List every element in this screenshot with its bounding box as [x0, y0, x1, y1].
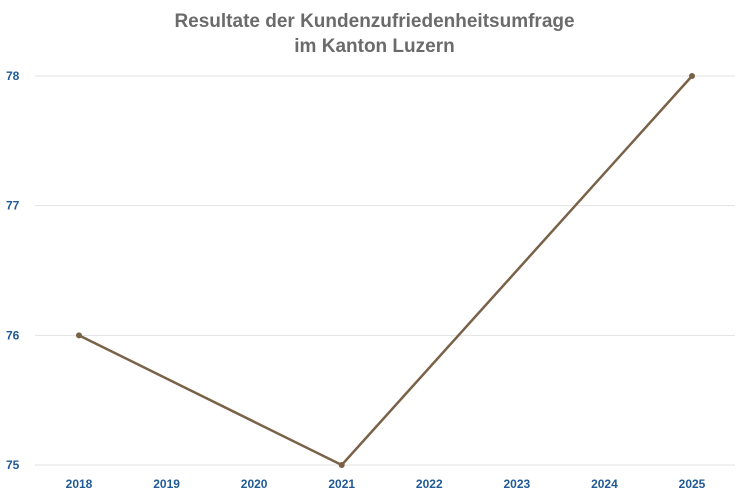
series-layer	[76, 73, 695, 468]
x-tick-label: 2020	[241, 477, 268, 491]
data-point-2021	[338, 462, 345, 468]
y-tick-label: 76	[6, 328, 20, 342]
y-axis-ticks: 75 76 77 78	[6, 69, 20, 472]
x-tick-label: 2021	[328, 477, 355, 491]
series-line-0	[78, 75, 693, 467]
y-tick-label: 75	[6, 458, 20, 472]
x-tick-label: 2019	[153, 477, 180, 491]
chart-title-line-1: Resultate der Kundenzufriedenheitsumfrag…	[174, 11, 575, 32]
y-tick-label: 78	[6, 69, 20, 83]
x-tick-label: 2018	[66, 477, 93, 491]
x-axis-ticks: 2018 2019 2020 2021 2022 2023 2024 2025	[66, 477, 706, 491]
x-tick-label: 2024	[591, 477, 618, 491]
grid-layer	[35, 75, 735, 466]
x-tick-label: 2025	[679, 477, 706, 491]
x-tick-label: 2022	[416, 477, 443, 491]
x-tick-label: 2023	[504, 477, 531, 491]
chart-title-line-2: im Kanton Luzern	[294, 36, 455, 57]
data-point-2025	[689, 73, 695, 79]
y-tick-label: 77	[6, 199, 20, 213]
data-point-2018	[76, 332, 82, 339]
